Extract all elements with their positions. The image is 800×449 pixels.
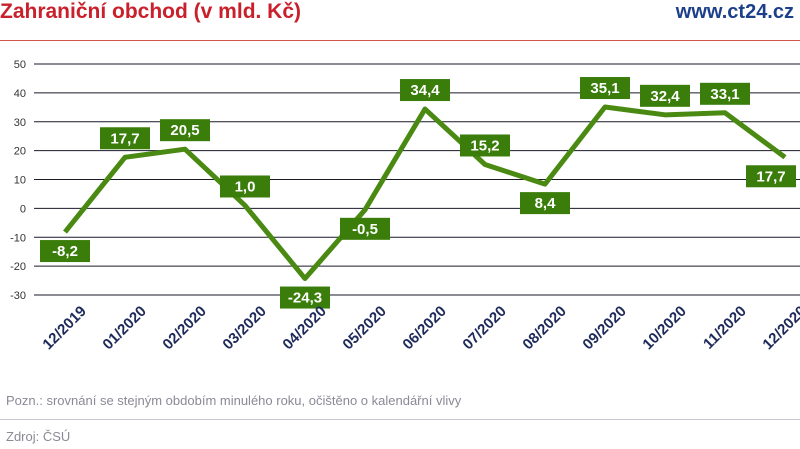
data-label: -8,2 [52, 243, 78, 260]
data-label: -24,3 [288, 290, 322, 307]
x-tick-label: 01/2020 [99, 303, 149, 353]
x-tick-label: 11/2020 [700, 303, 750, 353]
data-label-box [640, 84, 690, 107]
data-label-box [220, 175, 270, 198]
x-tick-label: 02/2020 [159, 303, 209, 353]
x-tick-label: 06/2020 [399, 303, 449, 353]
data-label: 17,7 [110, 130, 139, 147]
data-label: 34,4 [410, 82, 440, 99]
line-chart: 50 40 30 20 10 0 -10 -20 -30 -8,2 17,7 20,5 1,0 -24,… [10, 59, 800, 353]
y-tick-label: 30 [14, 117, 26, 129]
x-tick-label: 07/2020 [459, 303, 509, 353]
brand-logo-text[interactable]: www.ct24.cz [675, 1, 794, 23]
data-label: 8,4 [535, 195, 557, 212]
header-divider [0, 40, 800, 41]
data-label-box [400, 79, 450, 102]
series-line-group [63, 104, 787, 282]
y-tick-label: 20 [14, 146, 26, 158]
data-label: 17,7 [756, 168, 785, 185]
x-axis-ticks: 12/2019 01/2020 02/2020 03/2020 04/2020 05/20… [39, 303, 800, 353]
data-label: 32,4 [650, 88, 680, 105]
data-label-box [160, 119, 210, 142]
data-label: 20,5 [170, 122, 199, 139]
data-label-box [40, 240, 90, 263]
y-tick-label: 40 [14, 88, 26, 100]
data-label-box [580, 77, 630, 100]
footer-divider [0, 419, 800, 420]
y-tick-label: 50 [14, 59, 26, 71]
y-tick-label: 0 [20, 203, 26, 215]
data-label: -0,5 [352, 221, 378, 238]
source-note: Zdroj: ČSÚ [6, 429, 71, 444]
data-label: 33,1 [710, 86, 739, 103]
y-axis-ticks: 50 40 30 20 10 0 -10 -20 -30 [10, 59, 26, 302]
y-tick-label: -30 [10, 290, 26, 302]
y-tick-label: -10 [10, 232, 26, 244]
x-tick-label: 08/2020 [519, 303, 569, 353]
data-label-box [520, 192, 570, 215]
y-tick-label: 10 [14, 175, 26, 187]
series-line [63, 104, 787, 282]
x-tick-label: 05/2020 [339, 303, 389, 353]
data-label-box [746, 165, 796, 188]
data-label-box [700, 82, 750, 105]
footnote: Pozn.: srovnání se stejným obdobím minul… [6, 393, 462, 408]
x-tick-label: 04/2020 [279, 303, 329, 353]
data-label-box [280, 286, 330, 309]
data-labels: -8,2 17,7 20,5 1,0 -24,3 -0,5 34,4 15,2 8,4 35,1 3… [40, 77, 796, 309]
data-label-box [340, 217, 390, 240]
x-tick-label: 10/2020 [639, 303, 689, 353]
x-tick-label: 12/2020 [759, 303, 800, 353]
data-label-box [460, 134, 510, 157]
data-label-box [100, 127, 150, 150]
x-tick-label: 03/2020 [219, 303, 269, 353]
y-tick-label: -20 [10, 261, 26, 273]
chart-title: Zahraniční obchod (v mld. Kč) [0, 0, 302, 23]
data-label: 1,0 [235, 178, 256, 195]
x-tick-label: 09/2020 [579, 303, 629, 353]
data-label: 35,1 [590, 80, 619, 97]
x-tick-label: 12/2019 [39, 303, 89, 353]
data-label: 15,2 [470, 137, 499, 154]
